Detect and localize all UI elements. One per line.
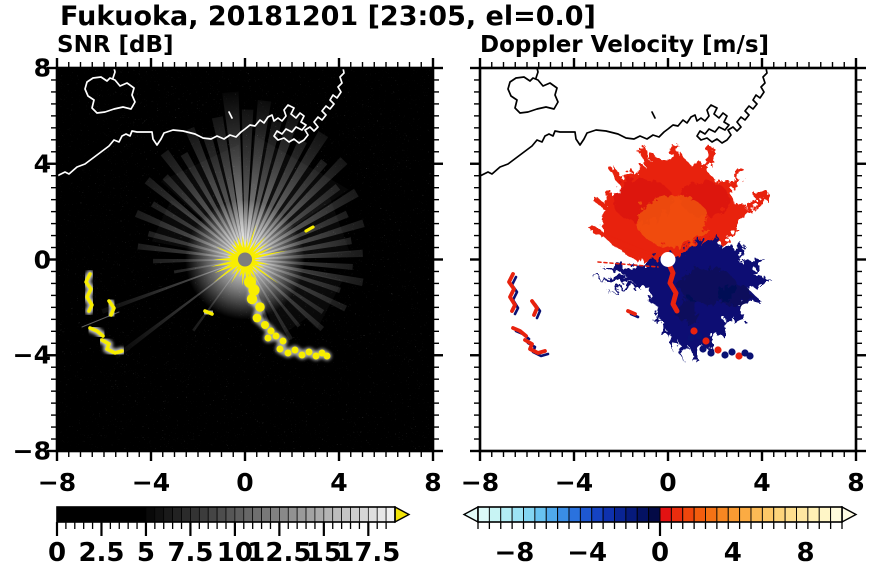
doppler-colorbar-label: 4 [723, 538, 742, 568]
coastline-island [507, 76, 559, 114]
x-tick-label: 0 [659, 468, 677, 497]
coastline-connector [112, 68, 116, 79]
red-squiggle [511, 326, 528, 338]
snr-colorbar-blocks [56, 506, 396, 523]
y-tick-label: 0 [33, 245, 51, 274]
x-tick-label: 0 [236, 468, 254, 497]
yellow-trail [244, 276, 331, 360]
ray [598, 230, 668, 260]
snr-plot [47, 58, 443, 461]
yellow-squiggle [107, 299, 116, 317]
doppler-colorbar-label: −4 [567, 538, 608, 568]
snr-colorbar-label: 5 [136, 538, 155, 568]
x-tick-label: −8 [460, 468, 500, 497]
navy-squiggle [510, 275, 520, 316]
x-tick-label: −4 [131, 468, 171, 497]
x-tick-label: 4 [330, 468, 348, 497]
snr-colorbar [55, 505, 411, 536]
axis-ticks [47, 58, 443, 461]
doppler-plot [470, 58, 866, 461]
red-squiggle [530, 299, 539, 317]
yellow-squiggle [88, 326, 105, 338]
x-tick-label: 8 [424, 468, 442, 497]
plot-border [478, 66, 858, 453]
radar-site-circle [660, 252, 676, 267]
yellow-squiggle [203, 309, 214, 316]
coastline-main [57, 68, 345, 177]
doppler-panel-label: Doppler Velocity [m/s] [480, 32, 770, 58]
yellow-squiggle [100, 338, 124, 355]
coastline-main [480, 68, 768, 177]
coastline-mark [228, 111, 233, 119]
snr-colorbar-label: 2.5 [78, 538, 125, 568]
snr-colorbar-label: 10 [216, 538, 253, 568]
ray [611, 243, 668, 260]
radar-site-dot [238, 252, 252, 267]
y-tick-label: −8 [12, 436, 51, 466]
y-tick-label: 4 [33, 149, 51, 179]
under-range-arrow [462, 505, 479, 524]
doppler-colorbar-ticks [477, 522, 843, 536]
red-squiggle [507, 272, 517, 313]
snr-colorbar-ticks [55, 522, 387, 536]
over-range-arrow [841, 505, 858, 524]
red-squiggle [523, 338, 547, 355]
red-strip [666, 261, 680, 314]
snr-colorbar-label: 17.5 [336, 538, 401, 568]
doppler-colorbar-label: −8 [494, 538, 535, 568]
red-squiggle [626, 309, 637, 316]
snr-colorbar-label: 12.5 [247, 538, 312, 568]
coastline-connector [535, 68, 539, 79]
coastline-mark [651, 111, 656, 119]
ray [587, 223, 668, 260]
snr-colorbar-label: 7.5 [167, 538, 214, 568]
snr-colorbar-label: 0 [47, 538, 67, 568]
plot-border [55, 66, 435, 453]
coastline-island [84, 76, 136, 114]
x-tick-label: 4 [753, 468, 771, 497]
doppler-colorbar-blocks [477, 506, 843, 523]
yellow-squiggle [84, 272, 94, 313]
clutter-chain [687, 327, 754, 360]
red-dashed-ray [597, 261, 659, 268]
figure-title: Fukuoka, 20181201 [23:05, el=0.0] [60, 1, 596, 32]
y-tick-label: −4 [12, 340, 51, 370]
snr-panel-label: SNR [dB] [57, 32, 174, 58]
y-tick-label: 8 [33, 53, 51, 83]
x-tick-label: −4 [554, 468, 594, 497]
axis-ticks [470, 58, 866, 461]
coastline [57, 68, 345, 177]
yellow-dash [304, 225, 315, 233]
x-tick-label: −8 [37, 468, 77, 497]
snr-colorbar-label: 15 [305, 538, 342, 568]
doppler-colorbar-label: 0 [650, 538, 670, 568]
doppler-colorbar-label: 8 [796, 538, 815, 568]
x-tick-label: 8 [847, 468, 865, 497]
doppler-colorbar [462, 505, 858, 536]
over-range-arrow [394, 505, 411, 524]
ray [589, 193, 668, 260]
coastline [480, 68, 768, 177]
